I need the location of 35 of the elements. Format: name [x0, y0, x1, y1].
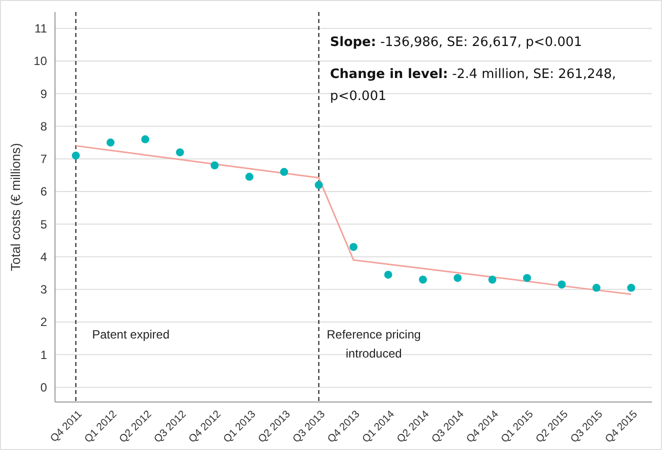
point: [627, 284, 636, 292]
y-tick-label: 5: [40, 217, 48, 232]
y-tick-label: 4: [40, 250, 48, 264]
y-tick-label: 10: [34, 54, 48, 68]
point: [106, 138, 115, 147]
ref-line-label: Patent expired: [92, 327, 170, 342]
y-tick-label: 6: [40, 184, 48, 199]
y-tick-label: 7: [40, 152, 48, 166]
y-axis-title: Total costs (€ millions): [8, 143, 23, 271]
point: [418, 276, 427, 284]
ref-line-label: Reference pricing introduced: [326, 327, 421, 360]
point: [141, 135, 150, 144]
y-tick-label: 0: [40, 380, 48, 395]
point: [488, 276, 496, 284]
y-tick-label: 3: [40, 282, 48, 297]
point: [245, 172, 254, 181]
y-tick-label: 2: [40, 315, 48, 330]
point: [280, 168, 288, 176]
annotation: Slope: -136,986, SE: 26,617, p<0.001: [330, 35, 582, 50]
point: [350, 242, 358, 251]
line-series: [75, 145, 632, 296]
y-tick-label: 11: [34, 22, 48, 36]
text: Change in level: -2.4 million, SE: 261,248, p<0.001: [330, 67, 616, 104]
point: [592, 284, 600, 292]
point: [176, 148, 184, 156]
point: [454, 274, 462, 282]
y-tick-label: 9: [40, 86, 48, 101]
point: [314, 180, 323, 189]
point: [558, 280, 566, 289]
point: [384, 270, 392, 279]
point: [210, 161, 219, 170]
y-tick-label: 1: [40, 348, 48, 362]
point: [523, 274, 532, 282]
y-tick-label: 8: [40, 119, 48, 134]
point: [72, 152, 80, 160]
